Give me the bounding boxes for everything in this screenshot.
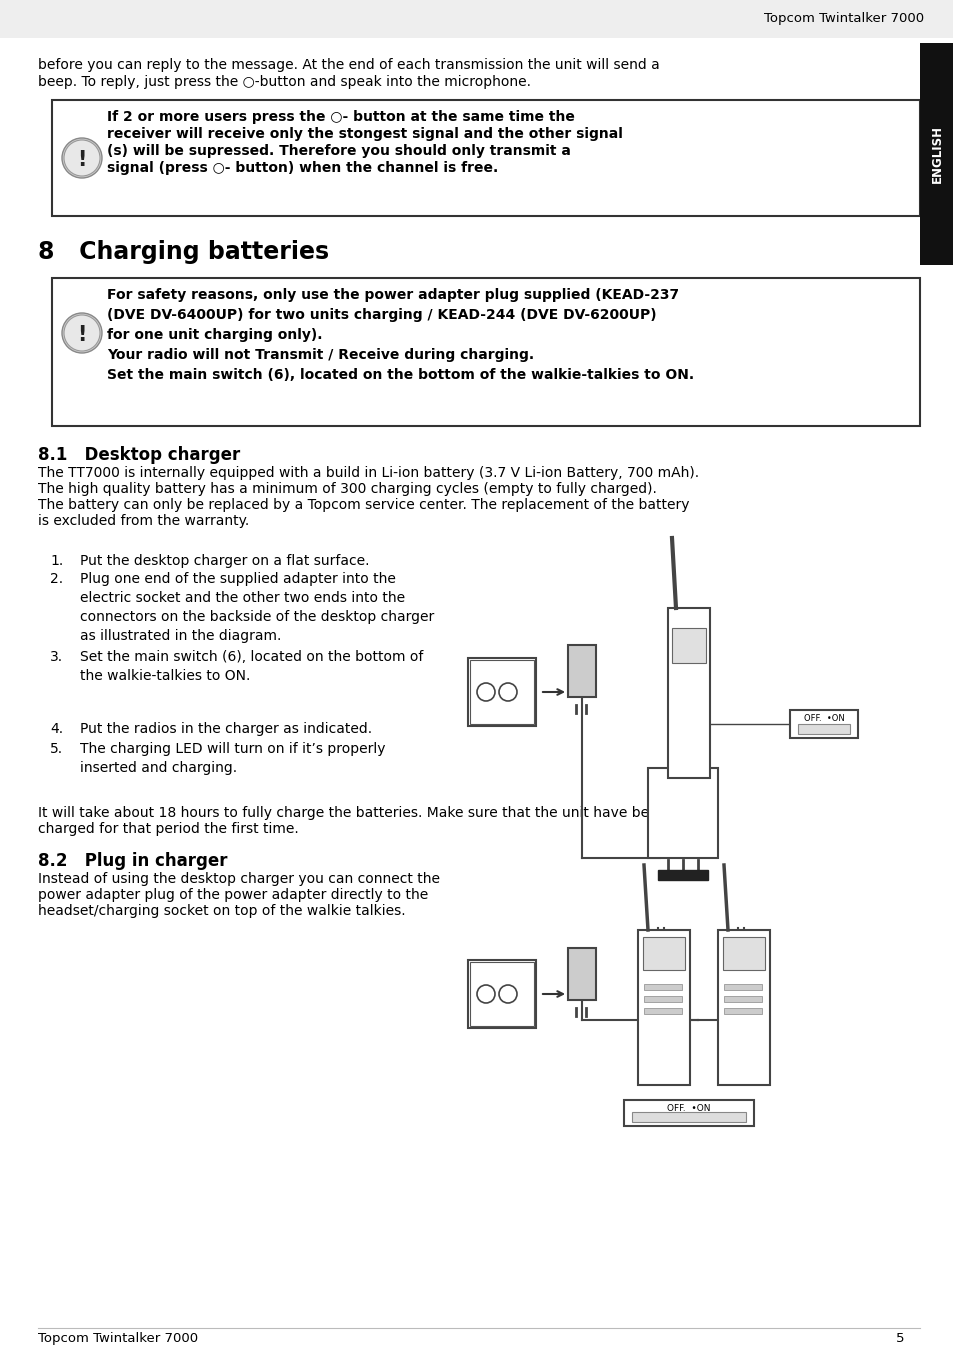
Text: Put the desktop charger on a flat surface.: Put the desktop charger on a flat surfac… — [80, 554, 369, 567]
Text: OFF.  •ON: OFF. •ON — [802, 714, 843, 723]
Bar — [658, 871, 707, 880]
Bar — [52, 278, 919, 427]
Text: signal (press ○- button) when the channel is free.: signal (press ○- button) when the channe… — [107, 161, 497, 175]
Text: Instead of using the desktop charger you can connect the: Instead of using the desktop charger you… — [38, 872, 439, 886]
Bar — [642, 937, 684, 969]
Circle shape — [64, 139, 100, 176]
Text: Set the main switch (6), located on the bottom of the walkie-talkies to ON.: Set the main switch (6), located on the … — [107, 368, 694, 382]
Circle shape — [62, 313, 102, 353]
Text: It will take about 18 hours to fully charge the batteries. Make sure that the un: It will take about 18 hours to fully cha… — [38, 806, 666, 821]
Text: OFF.  •ON: OFF. •ON — [666, 1104, 710, 1113]
Bar — [718, 930, 769, 1085]
Text: 5.: 5. — [50, 742, 63, 756]
Text: The battery can only be replaced by a Topcom service center. The replacement of : The battery can only be replaced by a To… — [38, 498, 689, 512]
Text: headset/charging socket on top of the walkie talkies.: headset/charging socket on top of the wa… — [38, 904, 405, 918]
Bar — [919, 43, 953, 265]
Circle shape — [62, 138, 102, 177]
Text: charged for that period the first time.: charged for that period the first time. — [38, 822, 298, 835]
Text: Put the radios in the charger as indicated.: Put the radios in the charger as indicat… — [80, 722, 372, 737]
Bar — [468, 960, 536, 1028]
Bar — [638, 930, 689, 1085]
Text: 8.1   Desktop charger: 8.1 Desktop charger — [38, 445, 240, 464]
Text: before you can reply to the message. At the end of each transmission the unit wi: before you can reply to the message. At … — [38, 58, 659, 72]
Bar — [631, 1112, 745, 1122]
Circle shape — [476, 682, 495, 701]
Circle shape — [64, 315, 100, 351]
Text: 1.: 1. — [50, 554, 63, 567]
Bar — [0, 0, 953, 38]
Text: (DVE DV-6400UP) for two units charging / KEAD-244 (DVE DV-6200UP): (DVE DV-6400UP) for two units charging /… — [107, 307, 656, 322]
Bar — [723, 984, 761, 990]
Bar — [671, 628, 705, 663]
Text: The high quality battery has a minimum of 300 charging cycles (empty to fully ch: The high quality battery has a minimum o… — [38, 482, 657, 496]
Bar — [567, 645, 596, 697]
Bar — [470, 961, 534, 1026]
Bar — [643, 1007, 681, 1014]
Text: Set the main switch (6), located on the bottom of
the walkie-talkies to ON.: Set the main switch (6), located on the … — [80, 650, 423, 682]
Text: 8.2   Plug in charger: 8.2 Plug in charger — [38, 852, 227, 871]
Text: !: ! — [77, 150, 87, 171]
Text: 4.: 4. — [50, 722, 63, 737]
Text: Plug one end of the supplied adapter into the
electric socket and the other two : Plug one end of the supplied adapter int… — [80, 571, 434, 643]
Bar — [643, 984, 681, 990]
Text: For safety reasons, only use the power adapter plug supplied (KEAD-237: For safety reasons, only use the power a… — [107, 288, 679, 302]
Bar — [647, 768, 718, 858]
Bar — [468, 658, 536, 726]
Bar — [52, 100, 919, 217]
Circle shape — [476, 984, 495, 1003]
Bar — [470, 659, 534, 724]
Bar — [722, 937, 764, 969]
Bar — [643, 997, 681, 1002]
Text: receiver will receive only the stongest signal and the other signal: receiver will receive only the stongest … — [107, 127, 622, 141]
Text: The charging LED will turn on if it’s properly
inserted and charging.: The charging LED will turn on if it’s pr… — [80, 742, 385, 774]
Bar — [667, 608, 709, 779]
Text: The TT7000 is internally equipped with a build in Li-ion battery (3.7 V Li-ion B: The TT7000 is internally equipped with a… — [38, 466, 699, 481]
Text: Topcom Twintalker 7000: Topcom Twintalker 7000 — [763, 12, 923, 24]
Circle shape — [498, 682, 517, 701]
Circle shape — [498, 984, 517, 1003]
Bar — [623, 1099, 753, 1127]
Text: for one unit charging only).: for one unit charging only). — [107, 328, 322, 343]
Bar — [567, 948, 596, 1001]
Text: (s) will be supressed. Therefore you should only transmit a: (s) will be supressed. Therefore you sho… — [107, 144, 570, 158]
Text: Your radio will not Transmit / Receive during charging.: Your radio will not Transmit / Receive d… — [107, 348, 534, 362]
Text: 8   Charging batteries: 8 Charging batteries — [38, 240, 329, 264]
Bar — [723, 1007, 761, 1014]
Text: !: ! — [77, 325, 87, 345]
Bar — [723, 997, 761, 1002]
Bar — [797, 724, 849, 734]
Text: 5: 5 — [895, 1332, 903, 1345]
Text: 2.: 2. — [50, 571, 63, 586]
Text: Topcom Twintalker 7000: Topcom Twintalker 7000 — [38, 1332, 198, 1345]
Text: power adapter plug of the power adapter directly to the: power adapter plug of the power adapter … — [38, 888, 428, 902]
Text: If 2 or more users press the ○- button at the same time the: If 2 or more users press the ○- button a… — [107, 110, 575, 125]
Text: is excluded from the warranty.: is excluded from the warranty. — [38, 515, 249, 528]
Text: beep. To reply, just press the ○-button and speak into the microphone.: beep. To reply, just press the ○-button … — [38, 74, 531, 89]
Bar — [789, 709, 857, 738]
Text: 3.: 3. — [50, 650, 63, 663]
Text: ENGLISH: ENGLISH — [929, 125, 943, 183]
